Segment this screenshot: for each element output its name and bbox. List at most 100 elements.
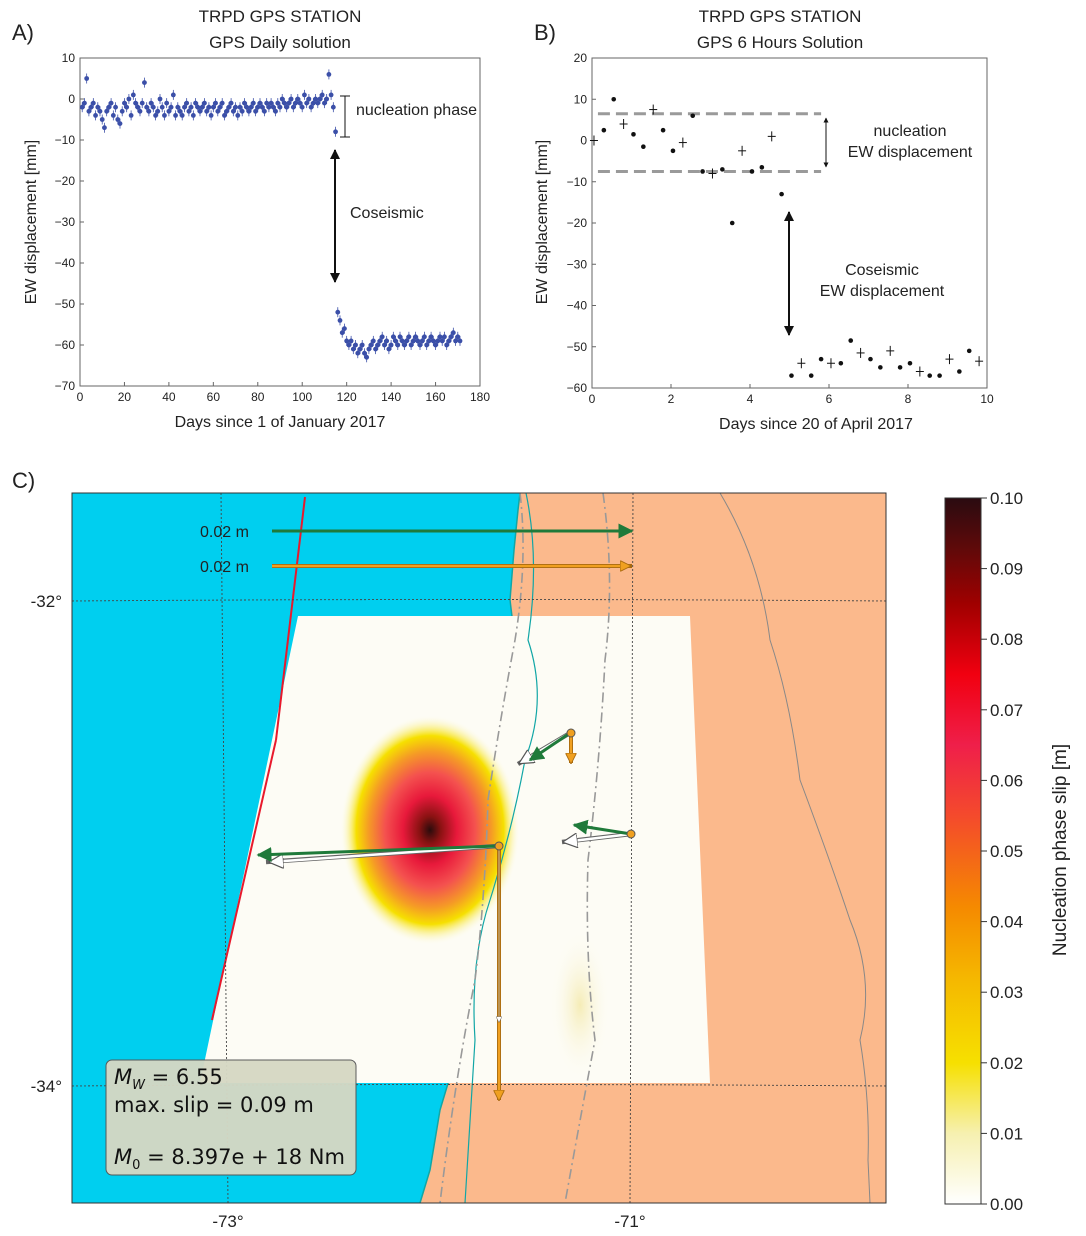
station3-observed-arrow — [572, 819, 632, 836]
data-point — [99, 117, 105, 122]
data-point — [270, 104, 276, 110]
data-point — [350, 346, 356, 352]
data-point — [279, 96, 285, 102]
data-point — [264, 100, 270, 106]
data-point — [235, 113, 241, 118]
data-point — [348, 338, 354, 344]
panel-a: A) TRPD GPS STATION GPS Daily solution 0… — [12, 7, 490, 431]
data-point — [126, 96, 132, 102]
y-tick-label: −60 — [567, 381, 588, 395]
panel-b-title: TRPD GPS STATION — [699, 7, 862, 26]
data-point — [215, 108, 221, 114]
station1-observed-arrow — [256, 844, 499, 862]
data-point — [162, 113, 167, 118]
data-point — [384, 338, 390, 344]
panel-a-label: A) — [12, 20, 34, 45]
data-point — [410, 338, 416, 344]
y-tick-label: 0 — [68, 92, 75, 106]
data-point — [130, 92, 136, 98]
y-tick-label: −40 — [567, 299, 588, 313]
data-point — [133, 100, 138, 106]
data-point — [266, 104, 272, 110]
dashdot-line-east — [564, 493, 611, 1203]
max-slip-line: max. slip = 0.09 m — [114, 1093, 314, 1117]
mw-subscript: W — [132, 1078, 146, 1093]
colorbar-gradient — [944, 497, 982, 1205]
data-point — [337, 318, 343, 323]
data-point — [355, 350, 361, 356]
data-point — [455, 334, 461, 340]
data-point — [868, 356, 873, 362]
panel-c: C) 0.02 m 0.02 m — [12, 468, 1071, 1231]
data-point — [213, 100, 218, 106]
coseismic-label: Coseismic — [350, 205, 424, 222]
data-point — [444, 342, 450, 348]
data-point — [106, 104, 112, 110]
colorbar-tick-label: 0.05 — [990, 842, 1023, 861]
colorbar-tick-label: 0.08 — [990, 630, 1023, 649]
data-point — [148, 100, 154, 106]
y-tick-label: −10 — [567, 175, 588, 189]
x-tick-label: 20 — [118, 390, 132, 404]
y-tick-label: −50 — [567, 340, 588, 354]
data-point — [419, 338, 425, 344]
coseismic-b-label: Coseismic — [845, 262, 919, 279]
data-point — [670, 148, 676, 154]
station3-marker — [626, 829, 636, 839]
data-point — [90, 100, 96, 106]
panel-c-label: C) — [12, 468, 35, 493]
data-point — [601, 127, 607, 133]
data-point — [448, 334, 454, 340]
panel-b-xlabel: Days since 20 of April 2017 — [719, 416, 913, 433]
panel-b-label: B) — [534, 20, 556, 45]
y-tick-label: −40 — [55, 256, 76, 270]
data-point — [128, 113, 134, 118]
data-point — [342, 326, 347, 331]
data-point — [388, 342, 394, 348]
data-point — [188, 104, 194, 110]
data-point — [299, 104, 305, 110]
x-tick-label: 8 — [905, 392, 912, 406]
trench-line-south — [211, 739, 277, 1021]
data-point — [268, 100, 274, 106]
data-point — [308, 104, 314, 110]
data-point — [195, 104, 201, 110]
x-tick-label: 6 — [826, 392, 833, 406]
data-point — [193, 100, 198, 106]
data-point — [690, 113, 696, 119]
data-point — [310, 100, 316, 106]
data-point — [179, 113, 185, 118]
data-point — [208, 113, 214, 118]
x-tick-label: 100 — [292, 390, 312, 404]
data-point — [259, 104, 265, 110]
data-point — [328, 92, 334, 98]
data-point — [144, 104, 150, 110]
data-point — [386, 346, 392, 352]
colorbar-tick-label: 0.00 — [990, 1195, 1023, 1214]
y-tick-label: −30 — [55, 215, 76, 229]
data-point — [346, 342, 352, 348]
m0-symbol: M — [114, 1145, 132, 1169]
x-tick-label: 140 — [381, 390, 401, 404]
data-point — [175, 104, 181, 110]
data-point — [439, 338, 445, 344]
data-point — [966, 348, 972, 354]
data-point — [413, 334, 418, 340]
data-point — [319, 92, 325, 98]
scale-observed-label: 0.02 m — [200, 524, 249, 541]
data-point — [375, 342, 381, 348]
data-point — [246, 108, 252, 114]
data-point — [159, 104, 165, 110]
data-point — [184, 100, 190, 106]
data-point — [146, 108, 152, 114]
lat-tick-34: -34° — [31, 1077, 62, 1096]
data-point — [878, 365, 883, 370]
colorbar-tick-label: 0.07 — [990, 701, 1023, 720]
m0-value: = 8.397e + 18 Nm — [140, 1145, 345, 1169]
data-point — [248, 104, 254, 110]
data-point — [197, 108, 203, 114]
data-point — [170, 92, 176, 98]
y-tick-label: −70 — [55, 379, 76, 393]
data-point — [907, 360, 913, 366]
y-tick-label: −10 — [55, 133, 76, 147]
